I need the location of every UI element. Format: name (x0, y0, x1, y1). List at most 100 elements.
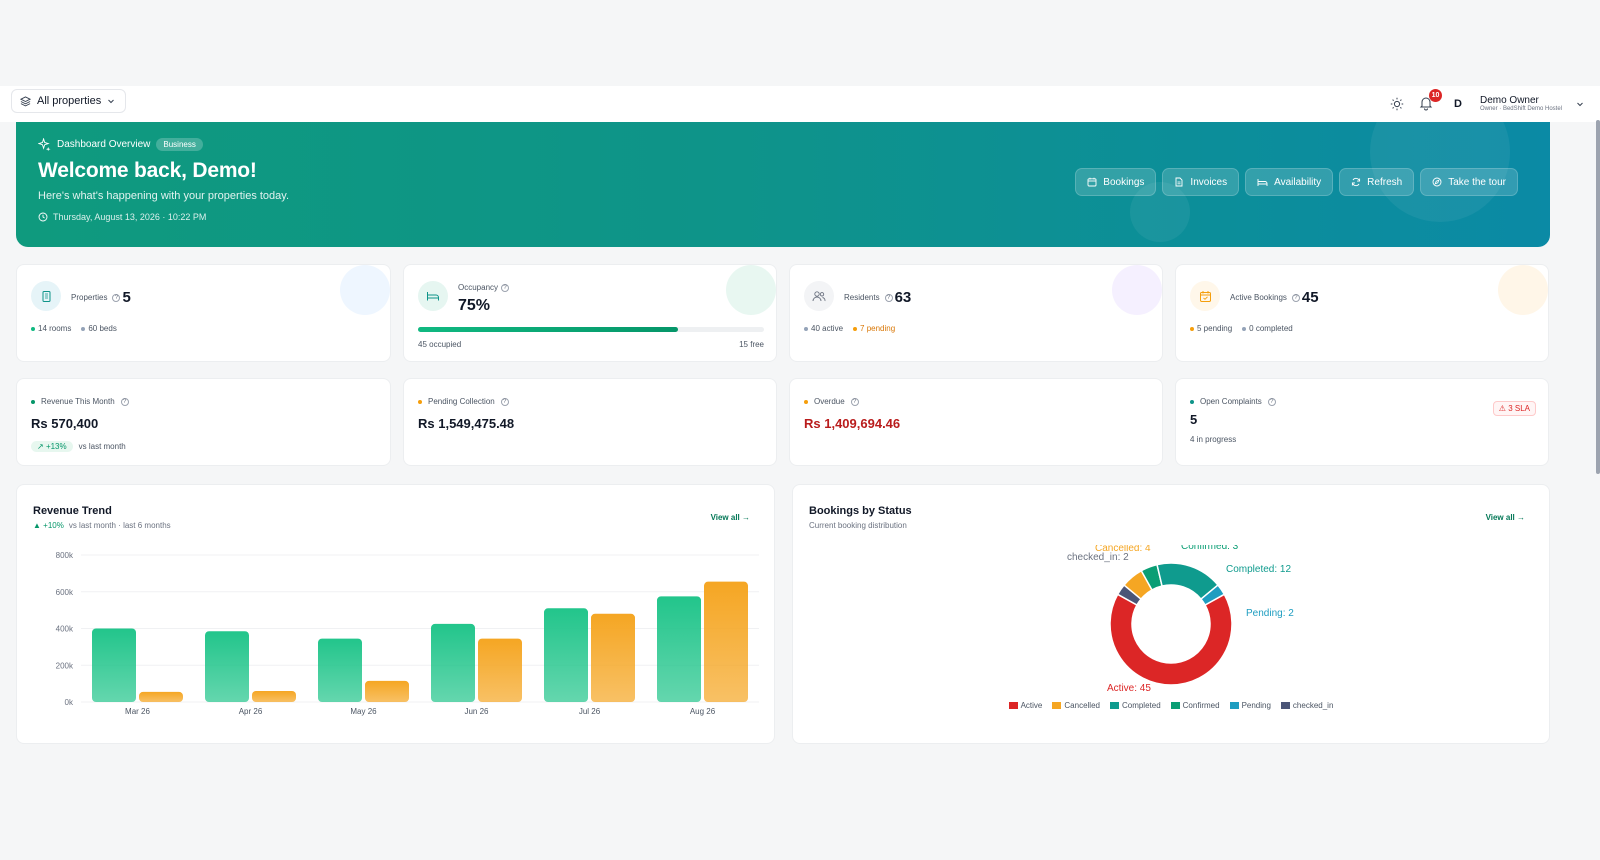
help-icon[interactable]: ? (850, 397, 859, 406)
donut-callout-confirmed: Confirmed: 3 (1181, 541, 1239, 552)
revenue-trend-note: vs last month (78, 442, 126, 451)
bar-mar-26-s1 (139, 691, 183, 702)
bookings-view-all-link[interactable]: View all → (1485, 513, 1525, 522)
callout-clip (1053, 533, 1253, 545)
rooms-count: 14 rooms (38, 324, 72, 333)
x-tick-label: May 26 (350, 707, 377, 716)
bed-icon (1257, 179, 1268, 186)
chevron-down-icon[interactable] (1576, 100, 1584, 108)
legend-label: Confirmed (1182, 701, 1220, 710)
occupancy-progress-fill (418, 327, 678, 332)
properties-label: Properties (71, 293, 108, 302)
overdue-value: Rs 1,409,694.46 (804, 416, 901, 431)
help-icon[interactable]: ? (884, 293, 893, 302)
revenue-value: Rs 570,400 (31, 416, 99, 431)
user-role: Owner · BedShift Demo Hostel (1479, 106, 1562, 113)
building-icon (31, 281, 61, 311)
refresh-button-label: Refresh (1367, 176, 1403, 188)
legend-item-confirmed[interactable]: Confirmed (1170, 701, 1220, 710)
legend-item-pending[interactable]: Pending (1229, 701, 1271, 710)
overdue-card[interactable]: Overdue ? Rs 1,409,694.46 (789, 378, 1163, 466)
bookings-status-title: Bookings by Status (809, 505, 912, 517)
help-icon[interactable]: ? (500, 397, 509, 406)
bar-jul-26-s1 (591, 613, 635, 702)
scrollbar[interactable] (1596, 120, 1600, 474)
property-selector[interactable]: All properties (11, 89, 127, 113)
take-tour-button[interactable]: Take the tour (1420, 168, 1518, 196)
x-tick-label: Jul 26 (579, 707, 601, 716)
occupancy-footer: 45 occupied 15 free (418, 340, 764, 349)
open-complaints-card[interactable]: Open Complaints ? 5 4 in progress ⚠ 3 SL… (1175, 378, 1549, 466)
legend-item-completed[interactable]: Completed (1109, 701, 1161, 710)
banner-actions: Bookings Invoices Availability Refresh T… (1075, 168, 1518, 196)
banner-tagline-text: Dashboard Overview (57, 139, 151, 150)
avatar[interactable]: D (1453, 98, 1462, 110)
availability-button-label: Availability (1274, 176, 1322, 188)
occupied-count: 45 occupied (418, 340, 462, 349)
legend-swatch (1170, 702, 1180, 709)
revenue-trend-title: Revenue Trend (33, 505, 112, 517)
donut-callout-cancelled: Cancelled: 4 (1095, 543, 1151, 554)
donut-legend: Active Cancelled Completed Confirmed Pending… (793, 701, 1549, 710)
revenue-trend-change: ▲ +10% (33, 521, 64, 530)
residents-card[interactable]: Residents ? 63 40 active 7 pending (789, 264, 1163, 362)
help-icon[interactable]: ? (501, 283, 510, 292)
legend-swatch (1109, 702, 1119, 709)
page-subtitle: Here's what's happening with your proper… (38, 190, 290, 202)
active-bookings-card[interactable]: Active Bookings ? 45 5 pending 0 complet… (1175, 264, 1549, 362)
pending-bookings: 5 pending (1197, 324, 1233, 333)
donut-callout-active: Active: 45 (1107, 683, 1151, 694)
revenue-this-month-card[interactable]: Revenue This Month ? Rs 570,400 ↗ +13% v… (16, 378, 391, 466)
bar-may-26-s0 (318, 638, 362, 702)
active-residents: 40 active (811, 324, 844, 333)
revenue-trend-card: Revenue Trend ▲ +10% vs last month · las… (16, 484, 775, 744)
refresh-icon (1352, 177, 1361, 187)
bar-aug-26-s1 (704, 581, 748, 702)
availability-button[interactable]: Availability (1245, 168, 1334, 196)
complaints-label: Open Complaints (1200, 397, 1262, 406)
bar-apr-26-s0 (205, 631, 249, 702)
residents-label: Residents (844, 293, 880, 302)
revenue-view-all-link[interactable]: View all → (710, 513, 750, 522)
help-icon[interactable]: ? (120, 397, 129, 406)
y-tick-label: 600k (56, 588, 74, 597)
plan-badge: Business (156, 138, 203, 151)
trend-up-badge: ↗ +13% (31, 441, 73, 452)
calendar-icon (1087, 177, 1097, 187)
notification-count-badge: 10 (1428, 89, 1442, 102)
x-tick-label: Apr 26 (239, 707, 263, 716)
x-tick-label: Jun 26 (464, 707, 489, 716)
invoices-button-label: Invoices (1190, 176, 1228, 188)
pending-collection-card[interactable]: Pending Collection ? Rs 1,549,475.48 (403, 378, 777, 466)
bookings-button[interactable]: Bookings (1075, 168, 1157, 196)
help-icon[interactable]: ? (1291, 293, 1300, 302)
sla-badge: ⚠ 3 SLA (1492, 401, 1536, 416)
properties-meta: 14 rooms 60 beds (31, 324, 117, 333)
top-bar: All properties 10 D Demo Owner Owner · B… (0, 86, 1600, 122)
sun-icon[interactable] (1390, 97, 1404, 111)
revenue-trend: ↗ +13% vs last month (31, 441, 126, 452)
properties-card[interactable]: Properties ? 5 14 rooms 60 beds (16, 264, 391, 362)
pending-label: Pending Collection (428, 397, 495, 406)
user-menu[interactable]: Demo Owner Owner · BedShift Demo Hostel (1479, 94, 1562, 113)
y-tick-label: 800k (56, 551, 74, 560)
banner-decoration (1130, 182, 1190, 242)
properties-stat: Properties ? 5 (71, 289, 131, 306)
revenue-trend-note: vs last month · last 6 months (68, 521, 171, 530)
refresh-button[interactable]: Refresh (1339, 168, 1415, 196)
occupancy-card[interactable]: Occupancy ? 75% 45 occupied 15 free (403, 264, 777, 362)
legend-item-active[interactable]: Active (1008, 701, 1042, 710)
notifications-button[interactable]: 10 (1418, 89, 1442, 113)
legend-item-cancelled[interactable]: Cancelled (1052, 701, 1100, 710)
help-icon[interactable]: ? (1267, 397, 1276, 406)
occupancy-progress (418, 327, 764, 332)
complaints-label-row: Open Complaints ? (1190, 397, 1276, 406)
user-name: Demo Owner (1479, 94, 1539, 106)
page-title: Welcome back, Demo! (38, 159, 257, 182)
help-icon[interactable]: ? (112, 293, 121, 302)
calendar-check-icon (1190, 281, 1220, 311)
legend-item-checked-in[interactable]: checked_in (1280, 701, 1333, 710)
compass-icon (1432, 177, 1442, 187)
invoices-button[interactable]: Invoices (1162, 168, 1240, 196)
bar-mar-26-s0 (92, 628, 136, 702)
